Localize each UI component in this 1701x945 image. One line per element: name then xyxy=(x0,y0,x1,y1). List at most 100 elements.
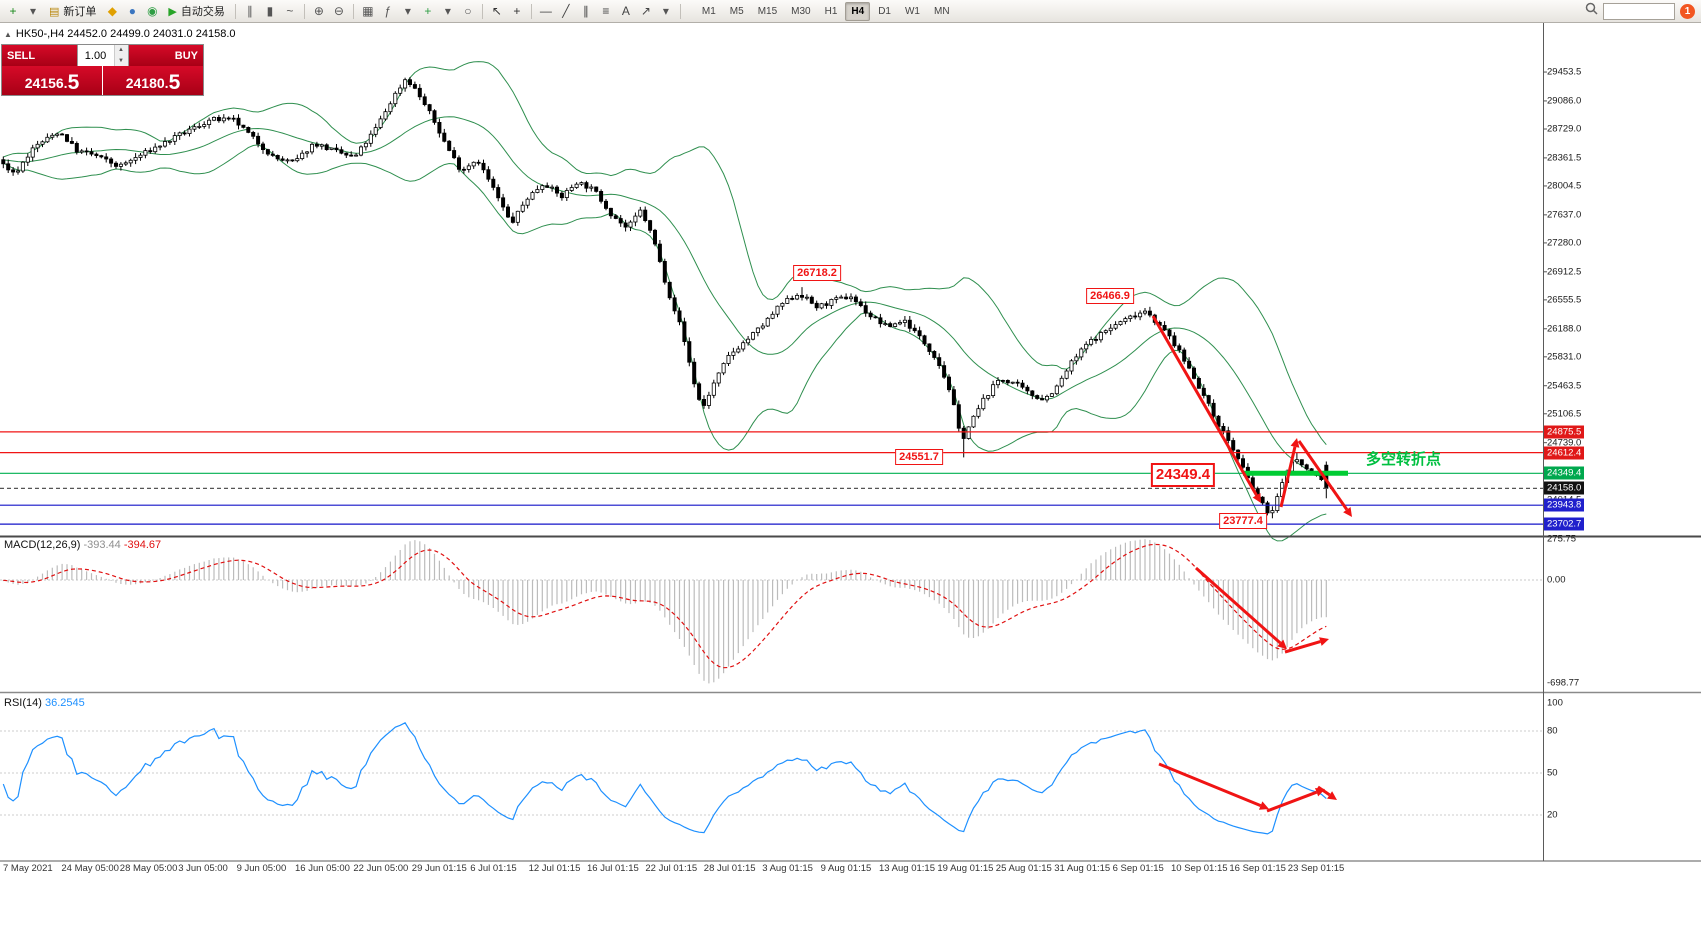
timeframe-h1-button[interactable]: H1 xyxy=(824,5,838,17)
search-icon[interactable] xyxy=(1585,2,1598,20)
buy-price-button[interactable]: 24180. 5 xyxy=(103,66,203,95)
time-period-icon[interactable]: ○ xyxy=(458,2,478,21)
new-order-glyph: ▤ xyxy=(49,5,60,18)
panel-separators xyxy=(0,22,1701,862)
sell-price-big-digit: 5 xyxy=(67,71,80,94)
zoom-out-icon-glyph: ⊖ xyxy=(333,4,344,18)
tile-windows-icon-glyph: ▦ xyxy=(362,4,374,18)
zoom-out-icon[interactable]: ⊖ xyxy=(329,2,349,21)
sell-price-text: 24156. xyxy=(24,75,68,91)
line-chart-icon-glyph: ~ xyxy=(286,4,294,18)
line-chart-icon[interactable]: ~ xyxy=(280,2,300,21)
lot-increase-button[interactable]: ▲ xyxy=(114,45,128,56)
fibonacci-icon[interactable]: ≡ xyxy=(596,2,616,21)
zoom-in-icon-glyph: ⊕ xyxy=(313,4,324,18)
lot-stepper: ▲ ▼ xyxy=(113,45,128,66)
buy-price-big-digit: 5 xyxy=(168,71,181,94)
objects-add-icon-glyph: + xyxy=(424,4,432,18)
candles-chart-icon[interactable]: ▮ xyxy=(260,2,280,21)
collapse-panel-icon[interactable]: ▲ xyxy=(4,29,12,39)
toolbar-separator xyxy=(481,3,483,19)
new-order-button[interactable]: ▤ 新订单 xyxy=(43,2,102,21)
buy-price-text: 24180. xyxy=(125,75,169,91)
text-tool-icon[interactable]: A xyxy=(616,2,636,21)
shapes-dropdown-icon-glyph: ▾ xyxy=(662,4,669,18)
objects-dropdown-icon[interactable]: ▾ xyxy=(438,2,458,21)
cursor-icon-glyph: ↖ xyxy=(491,4,502,18)
symbol-info-bar: ▲ HK50-,H4 24452.0 24499.0 24031.0 24158… xyxy=(4,28,236,40)
news-icon[interactable]: ◉ xyxy=(142,2,162,21)
channel-icon[interactable]: ∥ xyxy=(576,2,596,21)
horizontal-line-icon[interactable]: — xyxy=(536,2,556,21)
shapes-dropdown-icon[interactable]: ▾ xyxy=(656,2,676,21)
sell-price-button[interactable]: 24156. 5 xyxy=(2,66,102,95)
objects-add-icon[interactable]: + xyxy=(418,2,438,21)
crosshair-icon[interactable]: + xyxy=(507,2,527,21)
timeframe-d1-button[interactable]: D1 xyxy=(878,5,891,17)
bars-chart-icon-glyph: ∥ xyxy=(246,4,253,18)
trendline-icon[interactable]: ╱ xyxy=(556,2,576,21)
community-icon[interactable]: ● xyxy=(122,2,142,21)
autotrade-button[interactable]: ▶ 自动交易 xyxy=(162,2,230,21)
timeframe-bar: M1 M5 M15 M30 H1 H4 D1 W1 MN xyxy=(695,1,957,21)
toolbar-right-group: 1 xyxy=(1585,2,1698,20)
crosshair-icon-glyph: + xyxy=(513,4,521,18)
symbol-ohlc-text: HK50-,H4 24452.0 24499.0 24031.0 24158.0 xyxy=(15,28,236,40)
bars-chart-icon[interactable]: ∥ xyxy=(240,2,260,21)
toolbar-separator xyxy=(234,3,236,19)
channel-icon-glyph: ∥ xyxy=(582,4,589,18)
macd-plot xyxy=(0,539,1543,684)
new-chart-dropdown-icon-glyph: ▾ xyxy=(29,4,37,18)
sell-button[interactable]: SELL xyxy=(2,45,77,66)
one-click-trade-widget: SELL ▲ ▼ BUY 24156.5 24180.5 xyxy=(1,44,204,96)
timeframe-w1-button[interactable]: W1 xyxy=(904,5,920,17)
lot-input[interactable] xyxy=(77,45,114,66)
timeframe-m30-button[interactable]: M30 xyxy=(791,5,811,17)
timeframe-m15-button[interactable]: M15 xyxy=(757,5,778,17)
toolbar-button-label: 自动交易 xyxy=(180,6,225,18)
trendline-icon-glyph: ╱ xyxy=(562,4,570,18)
price-level-lines xyxy=(0,431,1543,525)
mql5-market-icon-glyph: ◆ xyxy=(107,4,118,18)
tile-windows-icon[interactable]: ▦ xyxy=(358,2,378,21)
annotation-arrows xyxy=(1151,315,1352,813)
toolbar-separator xyxy=(530,3,532,19)
notification-badge[interactable]: 1 xyxy=(1680,3,1695,19)
zoom-in-icon[interactable]: ⊕ xyxy=(309,2,329,21)
indicators-dropdown-icon-glyph: ▾ xyxy=(404,4,411,18)
new-chart-icon-glyph: + xyxy=(9,4,17,18)
community-icon-glyph: ● xyxy=(128,4,137,18)
rsi-plot xyxy=(0,722,1543,835)
toolbar-separator xyxy=(303,3,305,19)
cursor-icon[interactable]: ↖ xyxy=(487,2,507,21)
toolbar-button-label: 新订单 xyxy=(63,6,97,18)
mql5-market-icon[interactable]: ◆ xyxy=(102,2,122,21)
arrows-tool-icon[interactable]: ↗ xyxy=(636,2,656,21)
new-chart-icon[interactable]: + xyxy=(3,2,23,21)
rsi-indicator-label: RSI(14) 36.2545 xyxy=(4,697,85,709)
new-chart-dropdown-icon[interactable]: ▾ xyxy=(23,2,43,21)
buy-button[interactable]: BUY xyxy=(128,45,203,66)
indicators-icon-glyph: ƒ xyxy=(384,4,392,18)
arrows-tool-icon-glyph: ↗ xyxy=(640,4,651,18)
lot-decrease-button[interactable]: ▼ xyxy=(114,55,128,66)
timeframe-mn-button[interactable]: MN xyxy=(933,5,950,17)
candles-chart-icon-glyph: ▮ xyxy=(266,4,274,18)
lot-size-control: ▲ ▼ xyxy=(76,45,129,66)
candlesticks xyxy=(1,77,1329,519)
news-icon-glyph: ◉ xyxy=(147,4,158,18)
timeframe-h4-button[interactable]: H4 xyxy=(845,1,871,21)
toolbar-icon-group: + ▾ ▤ 新订单 ◆ ● ◉ ▶ 自动交易 ∥ ▮ ~ ⊕ ⊖ ▦ ƒ ▾ + ▾ ○ ↖ + — ╱ ∥ ≡ A ↗ ▾ xyxy=(3,2,685,21)
timeframe-m1-button[interactable]: M1 xyxy=(701,5,716,17)
indicators-dropdown-icon[interactable]: ▾ xyxy=(398,2,418,21)
indicators-icon[interactable]: ƒ xyxy=(378,2,398,21)
bollinger-bands xyxy=(3,61,1327,542)
search-input[interactable] xyxy=(1603,2,1675,20)
toolbar-separator xyxy=(679,3,681,19)
time-period-icon-glyph: ○ xyxy=(464,4,472,18)
main-toolbar: + ▾ ▤ 新订单 ◆ ● ◉ ▶ 自动交易 ∥ ▮ ~ ⊕ ⊖ ▦ ƒ ▾ + ▾ ○ ↖ + — ╱ ∥ ≡ A ↗ ▾ M1 M5 M… xyxy=(0,0,1701,23)
timeframe-m5-button[interactable]: M5 xyxy=(729,5,744,17)
text-tool-icon-glyph: A xyxy=(621,4,630,18)
